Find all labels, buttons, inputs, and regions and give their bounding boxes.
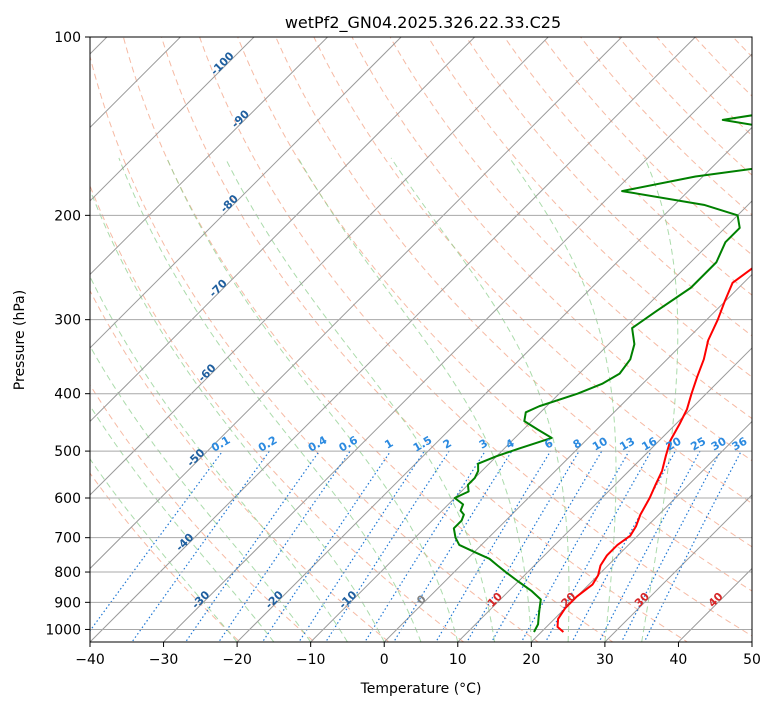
x-tick-label: 10 (449, 652, 467, 668)
plot-border (89, 36, 753, 643)
dry-adiabat (389, 37, 752, 420)
dry-adiabat (122, 37, 614, 642)
isotherm (90, 37, 182, 129)
y-tick-label: 1000 (45, 622, 81, 638)
y-tick-label: 900 (54, 595, 81, 611)
isotherm (0, 10, 60, 654)
dry-adiabat (465, 37, 752, 337)
isotherm (530, 420, 752, 642)
x-tick-label: −40 (75, 652, 105, 668)
isotherm (90, 37, 402, 349)
y-axis: 100 200 300 400 500 600 700 800 900 1000 (45, 30, 90, 638)
dry-adiabat (90, 289, 390, 642)
x-tick-label: 0 (380, 652, 389, 668)
isotherm (90, 37, 697, 642)
y-tick-label: 600 (54, 491, 81, 507)
y-tick-label: 200 (54, 208, 81, 224)
isotherm (457, 347, 752, 642)
isotherm (309, 200, 752, 642)
mixing-ratio-line (544, 450, 652, 642)
isotherm (90, 37, 623, 570)
plot-frame (89, 36, 753, 643)
moist-adiabat (90, 345, 312, 642)
x-tick-label: −10 (296, 652, 326, 668)
dry-adiabat (313, 37, 752, 505)
mixing-ratio-line (218, 450, 351, 642)
x-tick-label: 30 (596, 652, 614, 668)
dry-adiabat (656, 37, 752, 137)
isotherm (90, 37, 255, 202)
isotherm (236, 126, 752, 642)
dry-adiabat (90, 472, 241, 642)
y-tick-label: 100 (54, 30, 81, 46)
isotherm (90, 37, 476, 423)
moist-adiabat (90, 275, 348, 642)
x-tick-label: −20 (222, 652, 252, 668)
y-tick-label: 800 (54, 565, 81, 581)
x-tick-label: 40 (670, 652, 688, 668)
isotherm (162, 53, 752, 642)
moist-adiabat (641, 157, 679, 642)
y-axis-label: Pressure (hPa) (12, 290, 28, 390)
x-tick-label: −30 (149, 652, 179, 668)
isotherm (90, 37, 549, 496)
x-tick-label: 20 (522, 652, 540, 668)
isotherm (604, 494, 752, 642)
dry-adiabat (579, 37, 752, 216)
y-tick-label: 400 (54, 387, 81, 403)
dry-adiabat (237, 37, 752, 592)
mixing-ratio-line (298, 450, 425, 642)
x-axis-label: Temperature (°C) (360, 681, 482, 697)
mixing-ratio-line (131, 450, 270, 642)
dewpoint-profile (452, 114, 752, 633)
y-tick-label: 500 (54, 444, 81, 460)
mixing-ratio-line (261, 450, 392, 642)
temperature-profile (556, 267, 752, 633)
moist-adiabat (297, 157, 532, 642)
x-axis: −40 −30 −20 −10 0 10 20 30 40 50 (75, 642, 761, 668)
dry-adiabat (90, 184, 465, 642)
chart-title: wetPf2_GN04.2025.326.22.33.C25 (285, 13, 561, 33)
mixing-ratio-line (490, 450, 603, 642)
sounding-profiles (452, 114, 752, 633)
isotherm (90, 37, 329, 276)
dry-adiabat (351, 37, 752, 462)
mixing-ratio-line (435, 450, 552, 642)
moist-adiabat (509, 157, 617, 642)
mixing-ratio-line (325, 450, 450, 642)
dry-adiabat (90, 54, 539, 642)
dry-adiabat (160, 37, 689, 642)
isotherm (383, 273, 752, 642)
y-tick-label: 300 (54, 313, 81, 329)
pressure-gridlines (90, 37, 752, 630)
mixing-ratio-line (466, 450, 580, 642)
dry-adiabat (618, 37, 752, 176)
moist-adiabat (390, 157, 570, 642)
mixing-ratio-line (643, 450, 742, 642)
y-tick-label: 700 (54, 531, 81, 547)
x-tick-label: 50 (743, 652, 761, 668)
mixing-ratio-line (184, 450, 320, 642)
